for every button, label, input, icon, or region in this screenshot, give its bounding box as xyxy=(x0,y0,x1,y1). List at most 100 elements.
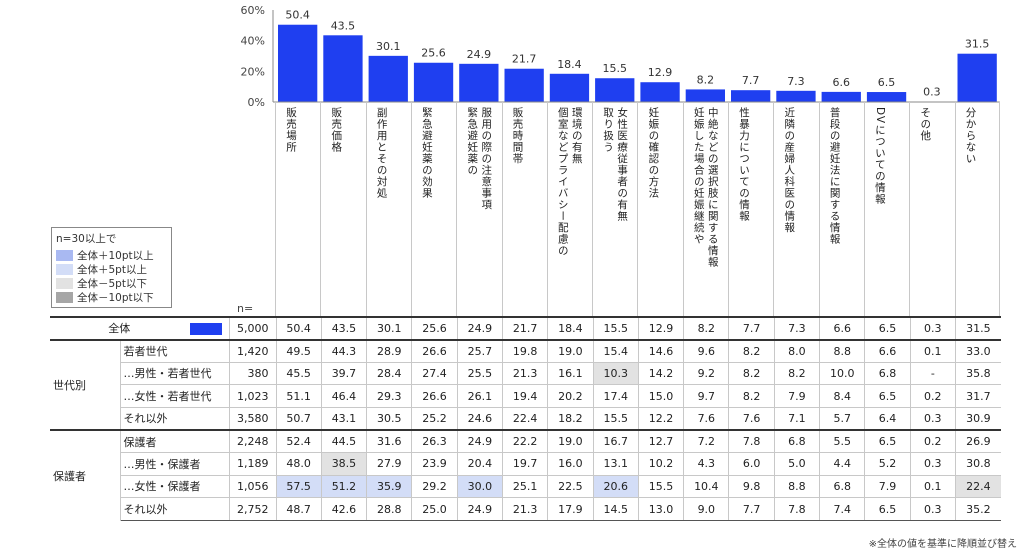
y-tick-label: 60% xyxy=(241,4,265,17)
category-cell: 環境の有無 個室などプライバシー配慮の xyxy=(546,102,592,316)
value-cell: 10.4 xyxy=(683,474,729,498)
bar-value-label: 18.4 xyxy=(557,58,582,71)
table-row: …男性・若者世代 380 45.5 39.7 28.4 27.4 25.5 21.3 16.1 1… xyxy=(50,361,1001,385)
value-cell: 17.4 xyxy=(592,384,639,408)
value-cell: 8.2 xyxy=(728,361,775,385)
bar-value-label: 7.3 xyxy=(787,75,805,88)
value-cell: 43.1 xyxy=(320,406,367,430)
row-label: …女性・若者世代 xyxy=(120,384,229,408)
group-label: 世代別 xyxy=(50,339,121,430)
value-cell: 13.1 xyxy=(592,452,639,476)
value-cell: 6.5 xyxy=(864,316,911,341)
category-cell: 販売価格 xyxy=(320,102,365,316)
value-cell: 6.5 xyxy=(864,428,911,453)
value-cell: 25.1 xyxy=(501,474,548,498)
legend-swatch xyxy=(56,291,73,303)
value-cell: 20.4 xyxy=(456,452,503,476)
bar xyxy=(413,62,454,102)
y-tick-label: 20% xyxy=(241,65,265,78)
category-cell: 販売時間帯 xyxy=(501,102,547,316)
value-cell: 8.2 xyxy=(773,361,820,385)
legend-swatch xyxy=(56,249,73,261)
category-cell: 副作用とその対処 xyxy=(365,102,411,316)
bar-value-label: 25.6 xyxy=(421,47,446,60)
value-cell: 18.4 xyxy=(547,316,594,341)
category-cell: DVについての情報 xyxy=(863,102,909,316)
value-cell: 13.0 xyxy=(637,497,684,521)
value-cell: 45.5 xyxy=(275,361,322,385)
category-label: 環境の有無 個室などプライバシー配慮の xyxy=(556,107,583,257)
n-cell: 1,189 xyxy=(228,452,276,476)
value-cell: 7.1 xyxy=(773,406,820,430)
bar-value-label: 8.2 xyxy=(697,73,715,86)
bar-value-label: 43.5 xyxy=(331,19,356,32)
category-label: DVについての情報 xyxy=(873,107,886,205)
value-cell: 30.1 xyxy=(366,316,412,341)
value-cell: 8.0 xyxy=(773,339,820,363)
value-cell: 44.5 xyxy=(320,428,367,453)
table-row: …女性・若者世代 1,023 51.1 46.4 29.3 26.6 26.1 19.4 20.… xyxy=(50,384,1001,408)
value-cell: 6.6 xyxy=(864,339,911,363)
value-cell: 4.4 xyxy=(819,452,865,476)
value-cell: 6.8 xyxy=(819,474,865,498)
bar xyxy=(821,91,861,102)
legend-label: 全体＋5pt以上 xyxy=(77,263,147,276)
value-cell: 0.2 xyxy=(909,384,956,408)
value-cell: 10.3 xyxy=(592,361,639,385)
value-cell: 14.6 xyxy=(637,339,684,363)
value-cell: 8.2 xyxy=(728,384,775,408)
value-cell: 39.7 xyxy=(320,361,367,385)
value-cell: 19.0 xyxy=(547,428,594,453)
value-cell: 6.0 xyxy=(728,452,775,476)
value-cell: 9.8 xyxy=(728,474,775,498)
category-label: 副作用とその対処 xyxy=(375,107,388,199)
row-label: …男性・保護者 xyxy=(120,452,229,476)
value-cell: 6.8 xyxy=(773,428,820,453)
value-cell: 49.5 xyxy=(275,339,322,363)
row-label: それ以外 xyxy=(120,497,229,521)
legend: n=30以上で 全体＋10pt以上 全体＋5pt以上 全体－5pt以下 全体－10pt… xyxy=(51,227,172,308)
value-cell: 0.1 xyxy=(909,339,956,363)
value-cell: 7.3 xyxy=(773,316,820,341)
value-cell: 33.0 xyxy=(954,339,1001,363)
value-cell: 27.4 xyxy=(411,361,458,385)
value-cell: 6.5 xyxy=(864,497,911,521)
n-cell: 1,420 xyxy=(228,339,276,363)
value-cell: 30.5 xyxy=(366,406,412,430)
category-cell: 服用の際の注意事項 緊急避妊薬の xyxy=(456,102,501,316)
value-cell: 22.4 xyxy=(501,406,548,430)
value-cell: 12.2 xyxy=(637,406,684,430)
category-cell: 緊急避妊薬の効果 xyxy=(410,102,456,316)
value-cell: 52.4 xyxy=(275,428,322,453)
row-label: …女性・保護者 xyxy=(120,474,229,498)
value-cell: 15.5 xyxy=(592,406,639,430)
category-label: 服用の際の注意事項 緊急避妊薬の xyxy=(466,107,493,211)
category-label: 販売場所 xyxy=(285,107,297,153)
category-label: 女性医療従事者の有無 取り扱う xyxy=(602,107,629,222)
bar xyxy=(459,63,499,102)
value-cell: 22.2 xyxy=(501,428,548,453)
value-cell: 7.2 xyxy=(683,428,729,453)
value-cell: 19.8 xyxy=(501,339,548,363)
value-cell: 9.7 xyxy=(683,384,729,408)
value-cell: 7.9 xyxy=(773,384,820,408)
bar-value-label: 0.3 xyxy=(923,86,941,99)
category-label: 緊急避妊薬の効果 xyxy=(420,107,433,199)
value-cell: 5.0 xyxy=(773,452,820,476)
value-cell: 30.0 xyxy=(456,474,503,498)
value-cell: 35.9 xyxy=(366,474,412,498)
value-cell: 17.9 xyxy=(547,497,594,521)
value-cell: 19.4 xyxy=(501,384,548,408)
bar xyxy=(323,35,363,102)
value-cell: 4.3 xyxy=(683,452,729,476)
value-cell: 27.9 xyxy=(366,452,412,476)
value-cell: 25.6 xyxy=(411,316,458,341)
legend-swatch xyxy=(56,263,73,275)
value-cell: 0.2 xyxy=(909,428,956,453)
value-cell: 22.4 xyxy=(954,474,1001,498)
value-cell: 8.4 xyxy=(819,384,865,408)
bar xyxy=(685,89,725,102)
value-cell: 20.2 xyxy=(547,384,594,408)
value-cell: 7.8 xyxy=(728,428,775,453)
value-cell: 14.5 xyxy=(592,497,639,521)
